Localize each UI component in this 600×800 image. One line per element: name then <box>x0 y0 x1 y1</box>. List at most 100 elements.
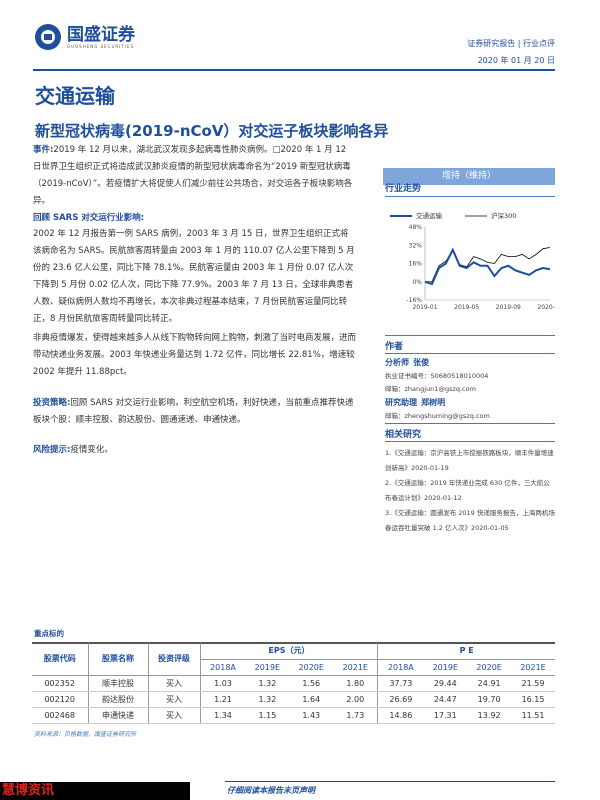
table-cell: 29.44 <box>423 675 468 692</box>
report-date: 2020 年 01 月 20 日 <box>477 56 555 65</box>
table-cell: 17.31 <box>423 707 468 724</box>
legend-label: 交通运输 <box>416 211 443 220</box>
y-tick-label: 0% <box>412 279 422 286</box>
table-cell: 1.32 <box>245 691 290 708</box>
author-email[interactable]: 邮箱：zhengshuming@gszq.com <box>385 412 490 420</box>
event-paragraph: 事件:2019 年 12 月以来，湖北武汉发现多起病毒性肺炎病例。□2020 年… <box>33 142 356 210</box>
table-cell: 买入 <box>148 675 201 692</box>
table-cell: 19.70 <box>467 691 512 708</box>
ecommerce-paragraph: 非典疫情爆发，使得越来越多人从线下购物转向网上购物，刺激了当时电商发展，进而带动… <box>33 333 357 377</box>
x-tick-label: 2020-01 <box>537 304 555 311</box>
header-pe: P E <box>377 643 555 660</box>
related-item[interactable]: 1.《交通运输：京沪高铁上市搅振铁路板块，顺丰件量增速创新高》2020-01-1… <box>385 449 554 472</box>
related-item[interactable]: 3.《交通运输：圆通发布 2019 快递服务报告，上海两机场春运吞吐量突破 1.… <box>385 509 555 532</box>
table-cell: 2.00 <box>333 691 379 708</box>
author-role: 分析师 <box>385 358 409 367</box>
table-cell: 002120 <box>32 691 89 708</box>
event-label: 事件: <box>33 145 54 155</box>
logo-text: 国盛证券 <box>67 24 135 45</box>
author-list: 分析师 张俊 执业证书编号：S0680518010004 邮箱：zhangjun… <box>385 356 555 423</box>
table-cell: 申通快递 <box>88 707 149 724</box>
author-email[interactable]: 邮箱：zhangjun1@gszq.com <box>385 385 476 393</box>
table-title: 重点标的 <box>34 629 64 638</box>
table-cell: 37.73 <box>377 675 424 692</box>
header-year: 2018A <box>200 659 246 676</box>
header-rating: 投资评级 <box>148 643 201 676</box>
table-cell: 买入 <box>148 691 201 708</box>
risk-label: 风险提示: <box>33 445 71 455</box>
y-tick-label: 48% <box>409 224 423 231</box>
table-cell: 1.64 <box>289 691 334 708</box>
series-line-1 <box>425 247 551 283</box>
header-year: 2020E <box>467 659 512 676</box>
header-year: 2019E <box>245 659 290 676</box>
header-year: 2021E <box>333 659 379 676</box>
event-text: 2019 年 12 月以来，湖北武汉发现多起病毒性肺炎病例。□2020 年 1 … <box>33 145 353 206</box>
table-source: 资料来源：贝格数据，国盛证券研究所 <box>34 731 137 738</box>
footer-disclaimer: 仔细阅读本报告末页声明 <box>227 786 315 795</box>
author-name: 郑树明 <box>421 398 446 407</box>
x-tick-label: 2019-01 <box>412 304 437 311</box>
strategy-paragraph: 投资策略:回顾 SARS 对交运行业影响，利空航空机场，利好快递，当前重点推荐快… <box>33 395 356 429</box>
risk-text: 疫情变化。 <box>70 445 113 455</box>
y-tick-label: 32% <box>409 242 423 249</box>
table-cell: 002352 <box>32 675 89 692</box>
header-divider <box>33 69 555 71</box>
footer-divider <box>225 781 555 782</box>
table-cell: 韵达股份 <box>88 691 149 708</box>
y-tick-label: 16% <box>409 261 423 268</box>
header-year: 2018A <box>377 659 424 676</box>
table-cell: 1.15 <box>245 707 290 724</box>
table-cell: 16.15 <box>511 691 555 708</box>
table-cell: 24.91 <box>467 675 512 692</box>
table-cell: 24.47 <box>423 691 468 708</box>
table-cell: 002468 <box>32 707 89 724</box>
sars-text: 2002 年 12 月报告第一例 SARS 病例，2003 年 3 月 15 日… <box>33 229 355 324</box>
table-cell: 1.03 <box>200 675 246 692</box>
header-year: 2019E <box>423 659 468 676</box>
header-code: 股票代码 <box>32 643 89 676</box>
related-item[interactable]: 2.《交通运输：2019 年快递业完成 630 亿件，三大航公布春运计划》202… <box>385 479 550 502</box>
trend-section-title: 行业走势 <box>385 178 555 197</box>
legend-label: 沪深300 <box>491 211 516 220</box>
key-stocks-table: 股票代码 股票名称 投资评级 EPS（元） P E 2018A 2019E 2020… <box>32 643 555 724</box>
x-tick-label: 2019-09 <box>496 304 521 311</box>
industry-trend-chart: 48% 32% 16% 0% -16%2019-01 2019-05 2019-09 2020… <box>390 211 555 311</box>
header-meta: 证券研究报告 | 行业点评 2020 年 01 月 20 日 <box>467 35 555 69</box>
watermark: 慧博资讯 <box>0 782 190 800</box>
related-section-title: 相关研究 <box>385 423 555 442</box>
table-cell: 1.43 <box>289 707 334 724</box>
author-name: 张俊 <box>413 358 430 367</box>
industry-title: 交通运输 <box>35 84 115 108</box>
sars-label: 回顾 SARS 对交运行业影响: <box>33 213 145 223</box>
table-cell: 顺丰控股 <box>88 675 149 692</box>
table-cell: 26.69 <box>377 691 424 708</box>
table-row: 002468 申通快递 买入 1.34 1.15 1.43 1.73 14.86 17.31 13… <box>32 707 555 724</box>
table-cell: 14.86 <box>377 707 424 724</box>
table-cell: 11.51 <box>511 707 555 724</box>
related-list: 1.《交通运输：京沪高铁上市搅振铁路板块，顺丰件量增速创新高》2020-01-1… <box>385 446 555 536</box>
table-cell: 买入 <box>148 707 201 724</box>
x-tick-label: 2019-05 <box>454 304 479 311</box>
table-cell: 1.80 <box>333 675 379 692</box>
strategy-label: 投资策略: <box>33 398 71 408</box>
header-year: 2021E <box>511 659 555 676</box>
logo-subtext: GUOSHENG SECURITIES <box>67 43 135 49</box>
author-role: 研究助理 <box>385 398 417 407</box>
header-eps: EPS（元） <box>200 643 379 660</box>
header-year: 2020E <box>289 659 334 676</box>
series-line-0 <box>424 247 551 286</box>
table-cell: 1.56 <box>289 675 334 692</box>
company-logo: 国盛证券 GUOSHENG SECURITIES <box>35 24 135 50</box>
table-cell: 1.73 <box>333 707 379 724</box>
author-section-title: 作者 <box>385 335 555 354</box>
y-tick-label: -16% <box>406 297 422 304</box>
report-type: 证券研究报告 | 行业点评 <box>467 39 555 48</box>
report-headline: 新型冠状病毒(2019-nCoV）对交运子板块影响各异 <box>35 122 389 140</box>
table-cell: 1.32 <box>245 675 290 692</box>
logo-icon <box>35 24 61 50</box>
risk-paragraph: 风险提示:疫情变化。 <box>33 442 356 459</box>
table-row: 002352 顺丰控股 买入 1.03 1.32 1.56 1.80 37.73 29.44 24… <box>32 675 555 692</box>
strategy-text: 回顾 SARS 对交运行业影响，利空航空机场，利好快递，当前重点推荐快递板块个股… <box>33 398 354 425</box>
header-name: 股票名称 <box>88 643 149 676</box>
